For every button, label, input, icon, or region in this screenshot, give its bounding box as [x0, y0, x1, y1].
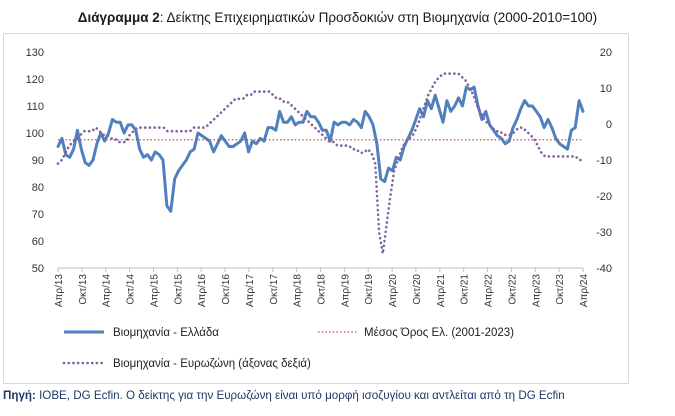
left-axis-tick-label: 70 — [32, 209, 44, 221]
x-axis-tick-label: Οκτ/14 — [126, 274, 137, 305]
chart-title-text: : Δείκτης Επιχειρηματικών Προσδοκιών στη… — [159, 10, 598, 25]
x-axis-tick-label: Οκτ/17 — [269, 274, 280, 305]
x-axis-tick-label: Απρ/15 — [149, 274, 160, 308]
x-axis-tick-label: Απρ/21 — [436, 274, 447, 308]
greece-series-line — [56, 85, 585, 213]
source-text: ΙΟΒΕ, DG Ecfin. Ο δείκτης για την Ευρωζώ… — [35, 389, 565, 402]
right-axis-tick-label: -10 — [596, 155, 612, 167]
x-axis-tick-label: Απρ/22 — [484, 274, 495, 308]
x-axis-tick-label: Απρ/13 — [54, 274, 65, 308]
right-axis-tick-label: -30 — [596, 227, 612, 239]
x-axis-tick-label: Οκτ/19 — [364, 274, 375, 305]
legend-eurozone-label: Βιομηχανία - Ευρωζώνη (άξονας δεξιά) — [113, 358, 311, 370]
right-axis-tick-label: 0 — [606, 119, 612, 131]
x-axis-tick-label: Οκτ/16 — [221, 274, 232, 305]
left-axis-tick-label: 120 — [26, 74, 44, 86]
chart-frame — [3, 33, 629, 384]
source-label: Πηγή: — [3, 389, 36, 402]
x-axis-tick-label: Απρ/23 — [531, 274, 542, 308]
x-axis-tick-label: Οκτ/13 — [78, 274, 89, 305]
x-axis-tick-label: Οκτ/18 — [317, 274, 328, 305]
x-axis-tick-label: Οκτ/15 — [173, 274, 184, 305]
x-axis-tick-label: Οκτ/21 — [460, 274, 471, 305]
right-axis-tick-label: 20 — [600, 47, 612, 59]
left-axis-tick-label: 100 — [26, 128, 44, 140]
left-axis-tick-label: 50 — [32, 263, 44, 275]
x-axis-tick-label: Απρ/24 — [579, 274, 590, 308]
chart-title: Διάγραμμα 2: Δείκτης Επιχειρηματικών Προ… — [0, 10, 675, 25]
source-note: Πηγή: ΙΟΒΕ, DG Ecfin. Ο δείκτης για την … — [3, 389, 673, 402]
right-axis-tick-label: -20 — [596, 191, 612, 203]
x-axis-tick-label: Οκτ/22 — [507, 274, 518, 305]
left-axis-tick-label: 90 — [32, 155, 44, 167]
x-axis-tick-label: Οκτ/23 — [555, 274, 566, 305]
left-axis-tick-label: 110 — [26, 101, 44, 113]
right-axis-tick-label: -40 — [596, 263, 612, 275]
x-axis-tick-label: Απρ/16 — [197, 274, 208, 308]
left-axis-tick-label: 130 — [26, 47, 44, 59]
x-axis-tick-label: Απρ/17 — [245, 274, 256, 308]
legend-greece-label: Βιομηχανία - Ελλάδα — [113, 327, 219, 339]
x-axis-tick-label: Απρ/14 — [102, 274, 113, 308]
x-axis-tick-label: Οκτ/20 — [412, 274, 423, 305]
chart-title-bold: Διάγραμμα 2 — [77, 10, 160, 25]
left-axis-tick-label: 60 — [32, 236, 44, 248]
right-axis-tick-label: 10 — [600, 83, 612, 95]
x-axis-tick-label: Απρ/19 — [340, 274, 351, 308]
eurozone-series-line — [56, 72, 585, 254]
legend-mean-label: Μέσος Όρος Ελ. (2001-2023) — [364, 327, 514, 339]
x-axis-tick-label: Απρ/18 — [293, 274, 304, 308]
left-axis-tick-label: 80 — [32, 182, 44, 194]
x-axis-tick-label: Απρ/20 — [388, 274, 399, 308]
